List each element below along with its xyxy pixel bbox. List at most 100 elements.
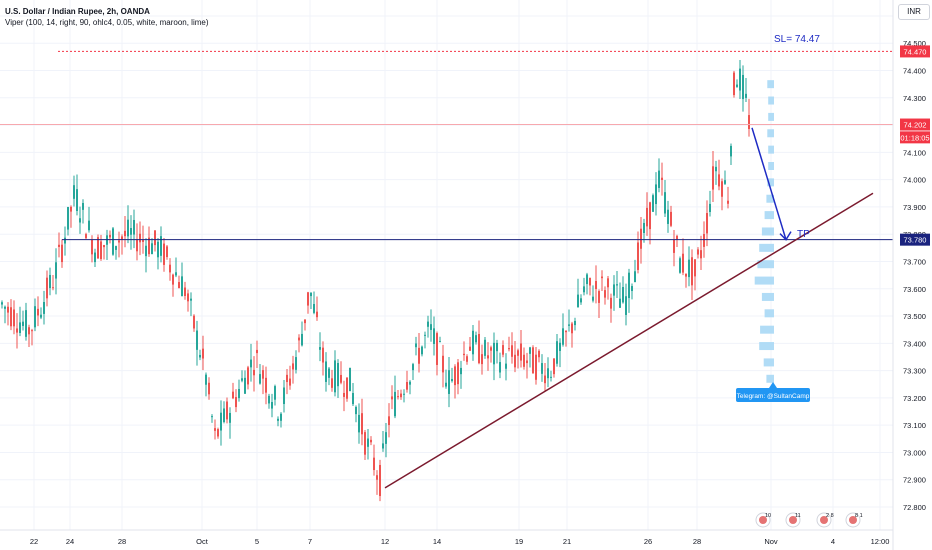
us-flag-icon: [820, 516, 828, 524]
telegram-callout[interactable]: Telegram: @SultanCamp: [736, 382, 810, 402]
candle-body: [304, 319, 306, 324]
candle-body: [379, 464, 381, 497]
candle-body: [232, 391, 234, 399]
candle-body: [589, 277, 591, 286]
candle-body: [313, 304, 315, 313]
currency-button[interactable]: INR: [898, 4, 930, 20]
symbol-title[interactable]: U.S. Dollar / Indian Rupee, 2h, OANDA: [5, 7, 150, 16]
candle-body: [397, 396, 399, 398]
price-tag-box: [900, 233, 930, 246]
candle-body: [448, 370, 450, 394]
candle-body: [499, 362, 501, 373]
candle-body: [328, 368, 330, 378]
candle-body: [481, 354, 483, 365]
horizontal-lines: [0, 50, 893, 241]
candle-body: [520, 343, 522, 361]
candle-body: [727, 200, 729, 204]
candle-body: [406, 381, 408, 390]
tp-label: TP: [797, 229, 810, 240]
candle-body: [586, 274, 588, 285]
price-tick-label: 73.700: [903, 257, 926, 266]
volume-profile-bar: [768, 162, 774, 170]
candle-body: [28, 327, 30, 335]
volume-profile-bar: [768, 112, 774, 121]
candle-body: [280, 413, 282, 421]
candle-body: [25, 310, 27, 337]
candle-body: [745, 93, 747, 98]
candle-body: [283, 387, 285, 405]
candle-body: [205, 374, 207, 385]
candle-body: [556, 341, 558, 364]
arrow-head: [779, 231, 792, 241]
candle-body: [553, 358, 555, 375]
candle-body: [373, 457, 375, 471]
volume-profile-bar: [759, 342, 774, 351]
candle-body: [148, 237, 150, 255]
candle-body: [490, 347, 492, 351]
forecast-arrow[interactable]: [751, 127, 792, 241]
candle-body: [37, 308, 39, 316]
price-tick-label: 74.400: [903, 67, 926, 76]
candle-body: [742, 74, 744, 100]
price-tags: 74.470 74.202 01:18:05 73.780: [900, 45, 930, 246]
candle-body: [259, 374, 261, 384]
candle-body: [478, 333, 480, 364]
indicator-legend[interactable]: Viper (100, 14, right, 90, ohlc4, 0.05, …: [5, 18, 209, 27]
trendline[interactable]: [384, 192, 874, 489]
candle-body: [136, 239, 138, 252]
volume-profile-bar: [757, 260, 774, 269]
candle-body: [487, 355, 489, 359]
candle-body: [112, 228, 114, 255]
volume-profile-bar: [768, 96, 774, 105]
event-count: 2 8: [826, 513, 834, 519]
time-axis[interactable]: 22 24 28 Oct 5 7 12 14 19 21 26 28 Nov 4 12:00: [0, 529, 893, 546]
candle-body: [724, 180, 726, 184]
candle-body: [256, 349, 258, 354]
candle-body: [169, 264, 171, 273]
candle-body: [298, 337, 300, 341]
candle-body: [55, 262, 57, 279]
candle-body: [346, 377, 348, 399]
candle-body: [382, 443, 384, 449]
candle-body: [100, 241, 102, 260]
candle-body: [91, 239, 93, 255]
price-tag-label: 74.202: [904, 121, 927, 130]
candle-body: [685, 273, 687, 277]
candle-body: [595, 281, 597, 290]
candle-body: [472, 330, 474, 355]
price-tick-label: 72.800: [903, 503, 926, 512]
price-tick-label: 73.300: [903, 367, 926, 376]
candle-body: [61, 244, 63, 263]
candle-body: [67, 206, 69, 230]
candle-body: [340, 374, 342, 383]
candle-body: [187, 293, 189, 302]
volume-profile-bar: [763, 358, 774, 367]
candle-body: [109, 234, 111, 238]
candle-body: [58, 244, 60, 247]
candle-body: [628, 272, 630, 299]
candle-body: [22, 321, 24, 326]
candle-body: [337, 363, 339, 387]
candle-body: [367, 438, 369, 447]
event-count: 8 1: [855, 513, 863, 519]
candle-body: [445, 382, 447, 387]
candle-body: [175, 272, 177, 276]
candle-body: [502, 345, 504, 355]
candle-body: [145, 245, 147, 257]
candle-body: [748, 115, 750, 130]
time-tick-label: 19: [515, 537, 523, 546]
candle-body: [118, 240, 120, 243]
candle-body: [157, 241, 159, 258]
candle-body: [352, 393, 354, 405]
candle-body: [223, 408, 225, 423]
candle-body: [211, 416, 213, 418]
candle-body: [643, 222, 645, 233]
time-tick-label: 21: [563, 537, 571, 546]
economic-events[interactable]: 10 11 2 8 8 1: [755, 512, 863, 528]
telegram-label: Telegram: @SultanCamp: [737, 393, 810, 400]
candle-body: [1, 302, 3, 305]
candle-body: [514, 354, 516, 368]
price-axis[interactable]: 72.800 72.900 73.000 73.100 73.200 73.300 73.4…: [892, 0, 926, 550]
candle-body: [193, 315, 195, 329]
